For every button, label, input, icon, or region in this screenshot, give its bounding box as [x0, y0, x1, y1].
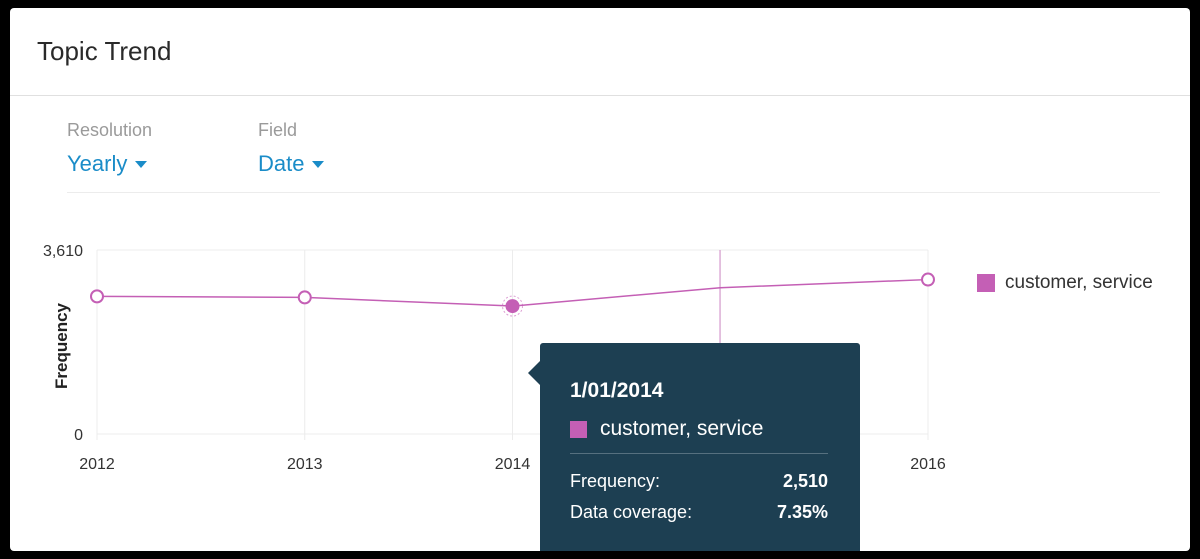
highlight-halo	[502, 295, 523, 317]
resolution-dropdown[interactable]: Yearly	[67, 151, 148, 177]
data-point	[90, 289, 104, 304]
tooltip-frequency-row: Frequency: 2,510	[570, 471, 828, 492]
resolution-value: Yearly	[67, 151, 128, 176]
field-dropdown[interactable]: Date	[258, 151, 325, 177]
card-header: Topic Trend	[10, 8, 1190, 96]
tooltip-frequency-value: 2,510	[782, 471, 828, 491]
x-tick-label: 2013	[287, 456, 323, 473]
card-title: Topic Trend	[37, 36, 172, 66]
legend-swatch	[977, 274, 995, 292]
x-tick-label: 2012	[79, 456, 115, 473]
data-point	[921, 272, 935, 287]
resolution-control: Resolution Yearly	[67, 120, 152, 177]
tooltip-date: 1/01/2014	[570, 379, 664, 402]
field-label: Field	[258, 120, 298, 140]
x-tick-label: 2014	[495, 456, 531, 473]
topic-trend-card: Topic Trend Resolution Yearly Field Date…	[10, 8, 1190, 551]
tooltip-coverage-label: Data coverage:	[570, 502, 693, 522]
tooltip-frequency-label: Frequency:	[570, 471, 661, 491]
tooltip-series-label: customer, service	[600, 417, 764, 440]
data-point	[505, 299, 520, 314]
chevron-down-icon	[312, 160, 325, 168]
line-chart: 3,610 0 Frequency 2012 2013 2014 2016	[43, 243, 946, 473]
resolution-label: Resolution	[67, 120, 153, 140]
chart-legend[interactable]: customer, service	[977, 272, 1153, 294]
field-control: Field Date	[258, 120, 325, 177]
chevron-down-icon	[135, 160, 148, 168]
data-point	[297, 290, 312, 305]
x-tick-label: 2016	[910, 456, 946, 473]
y-tick-label: 3,610	[43, 243, 83, 260]
tooltip-series: customer, service	[570, 417, 763, 441]
chart-tooltip: 1/01/2014 customer, service Frequency: 2…	[528, 343, 860, 551]
field-value: Date	[258, 151, 305, 176]
legend-label: customer, service	[1005, 272, 1153, 293]
y-tick-label: 0	[74, 427, 83, 444]
tooltip-series-swatch	[570, 420, 587, 438]
controls-divider	[67, 192, 1160, 193]
tooltip-divider	[570, 453, 828, 454]
tooltip-coverage-value: 7.35%	[776, 502, 828, 522]
y-axis-label: Frequency	[52, 302, 71, 389]
tooltip-coverage-row: Data coverage: 7.35%	[570, 502, 828, 523]
